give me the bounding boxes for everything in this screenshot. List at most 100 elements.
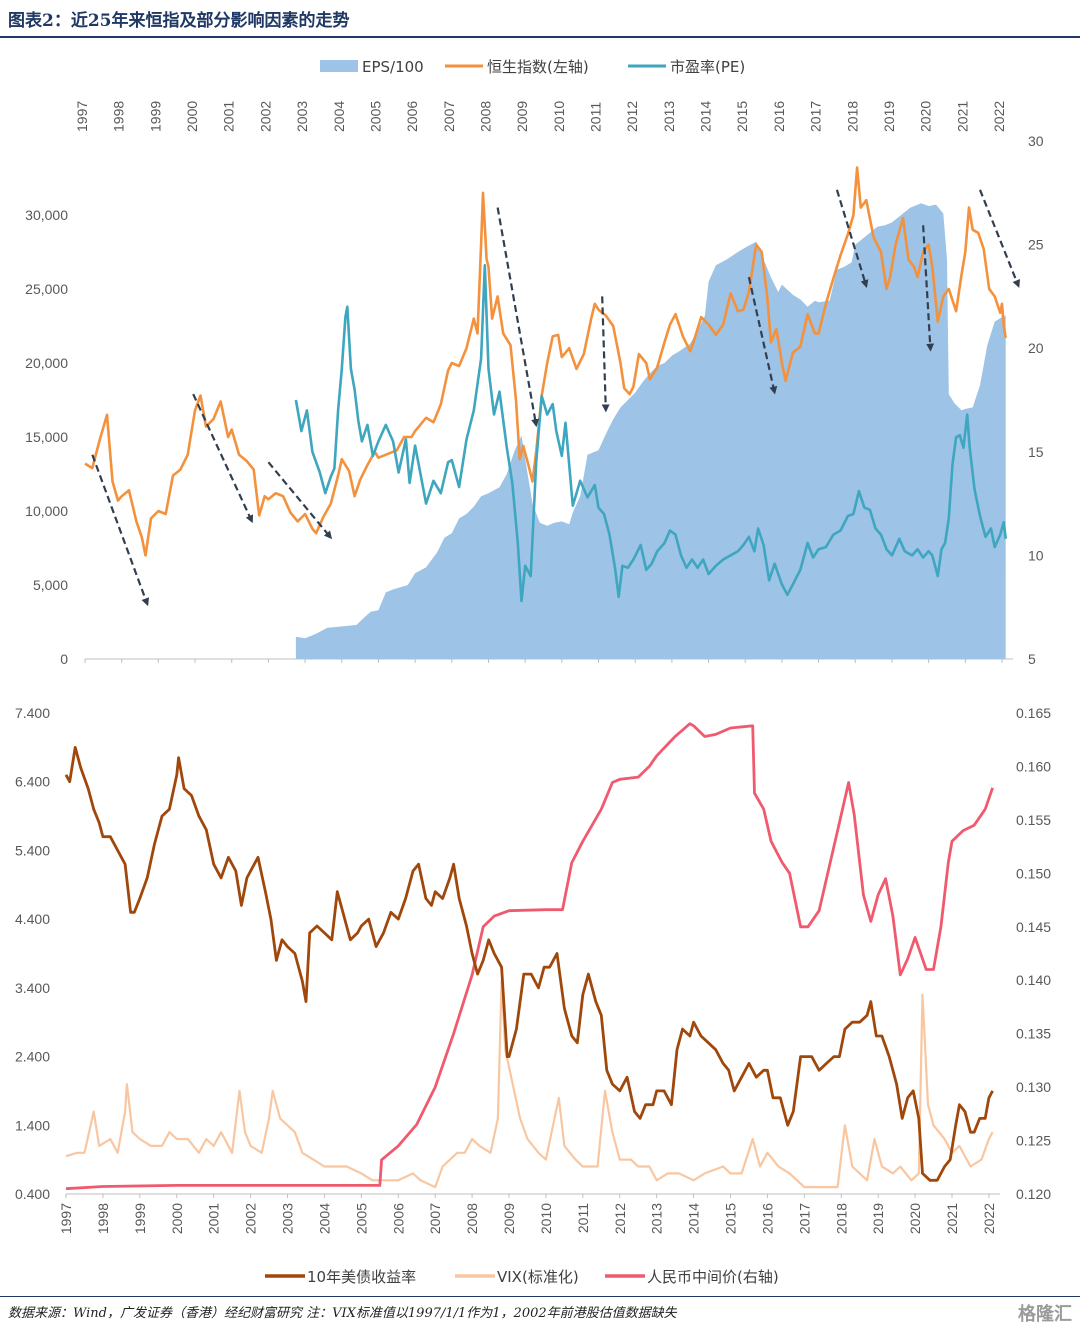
y-tick-label-left: 1.400 xyxy=(15,1117,50,1133)
y-tick-label-left: 30,000 xyxy=(25,207,68,223)
x-ticks-top: 1997 1998 1999 2000 2001 2002 2003 2004 2005 2006… xyxy=(74,101,1007,132)
x-tick-label: 1998 xyxy=(95,1203,111,1234)
x-tick-label: 2002 xyxy=(257,101,273,132)
legend-bottom: 10年美债收益率 VIX(标准化) 人民币中间价(右轴) xyxy=(265,1268,779,1286)
x-tick-label: 2019 xyxy=(870,1203,886,1234)
x-tick-label: 2004 xyxy=(316,1203,332,1234)
y-tick-label-right: 0.120 xyxy=(1016,1186,1051,1202)
y-tick-label-right: 0.150 xyxy=(1016,865,1051,881)
y-tick-label-right: 0.155 xyxy=(1016,812,1051,828)
trend-arrow xyxy=(601,296,610,413)
trend-arrow xyxy=(922,225,935,352)
legend-top: EPS/100 恒生指数(左轴) 市盈率(PE) xyxy=(320,58,745,76)
y-tick-label-right: 0.165 xyxy=(1016,705,1051,721)
x-tick-label: 2021 xyxy=(944,1203,960,1234)
x-tick-label: 2021 xyxy=(954,101,970,132)
y-tick-label-right: 0.140 xyxy=(1016,972,1051,988)
x-tick-label: 2011 xyxy=(588,102,604,132)
y-tick-label-left: 6.400 xyxy=(15,774,50,790)
x-tick-label: 2016 xyxy=(759,1203,775,1234)
y-tick-label-left: 20,000 xyxy=(25,355,68,371)
y-tick-label-right: 25 xyxy=(1028,237,1044,253)
y-tick-label-right: 15 xyxy=(1028,444,1044,460)
y-tick-label-left: 5,000 xyxy=(33,577,68,593)
y-tick-label-right: 30 xyxy=(1028,133,1044,149)
legend-label: VIX(标准化) xyxy=(497,1268,579,1286)
x-tick-label: 2010 xyxy=(551,101,567,132)
x-tick-label: 2016 xyxy=(771,101,787,132)
y-tick-label-left: 4.400 xyxy=(15,911,50,927)
legend-label: 10年美债收益率 xyxy=(307,1268,416,1286)
x-tick-label: 2005 xyxy=(367,101,383,132)
x-tick-label: 1998 xyxy=(111,101,127,132)
footer-rule xyxy=(0,1296,1080,1297)
legend-label: 人民币中间价(右轴) xyxy=(647,1268,779,1286)
x-ticks-bottom: 1997 1998 1999 2000 2001 2002 2003 2004 2005 2006… xyxy=(58,1203,997,1234)
x-tick-label: 2002 xyxy=(243,1203,259,1234)
y-tick-label-left: 25,000 xyxy=(25,281,68,297)
y-tick-label-left: 3.400 xyxy=(15,980,50,996)
y-ticks-left-top: 0 5,000 10,000 15,000 20,000 25,000 30,000 xyxy=(25,207,68,667)
title-rule xyxy=(0,36,1080,38)
trend-arrow xyxy=(91,454,150,607)
y-tick-label-right: 10 xyxy=(1028,547,1044,563)
x-tick-label: 2014 xyxy=(698,101,714,132)
legend-swatch-eps xyxy=(320,60,358,72)
x-tick-label: 2014 xyxy=(686,1203,702,1234)
series-vix-line xyxy=(65,979,994,1189)
plot-area-bottom xyxy=(64,722,1000,1198)
x-tick-label: 1997 xyxy=(58,1203,74,1234)
series-hsi-line xyxy=(84,166,1007,557)
y-tick-label-left: 2.400 xyxy=(15,1049,50,1065)
y-ticks-right-bottom: 0.120 0.125 0.130 0.135 0.140 0.145 0.150 0.155… xyxy=(1016,705,1051,1202)
x-tick-label: 2022 xyxy=(991,101,1007,132)
x-tick-label: 2015 xyxy=(723,1203,739,1234)
series-2-line xyxy=(65,722,994,1191)
x-tick-label: 1999 xyxy=(132,1203,148,1234)
x-tick-label: 1997 xyxy=(74,101,90,132)
x-tick-label: 2020 xyxy=(907,1203,923,1234)
trend-arrows xyxy=(91,189,1020,607)
trend-arrow xyxy=(978,189,1020,288)
y-tick-label-right: 20 xyxy=(1028,340,1044,356)
figure-title: 图表2：近25年来恒指及部分影响因素的走势 xyxy=(8,11,350,31)
y-ticks-right-top: 5 10 15 20 25 30 xyxy=(1028,133,1044,667)
y-tick-label-right: 0.130 xyxy=(1016,1079,1051,1095)
x-tick-label: 2010 xyxy=(538,1203,554,1234)
x-tick-label: 2018 xyxy=(844,101,860,132)
legend-label: 市盈率(PE) xyxy=(670,58,745,76)
y-tick-label-right: 0.145 xyxy=(1016,919,1051,935)
source-note: 数据来源：Wind，广发证券（香港）经纪财富研究 注：VIX标准值以1997/1… xyxy=(8,1306,677,1321)
x-tick-label: 2009 xyxy=(501,1203,517,1234)
y-tick-label-right: 0.160 xyxy=(1016,758,1051,774)
y-tick-label-right: 0.135 xyxy=(1016,1026,1051,1042)
series-pe-line xyxy=(294,264,1007,603)
x-tick-label: 2001 xyxy=(206,1203,222,1234)
y-tick-label-left: 0 xyxy=(60,651,68,667)
x-tick-label: 2017 xyxy=(796,1203,812,1234)
x-tick-label: 2004 xyxy=(331,101,347,132)
plot-area-top xyxy=(84,166,1013,663)
y-tick-label-left: 7.400 xyxy=(15,705,50,721)
legend-label: EPS/100 xyxy=(362,58,424,76)
x-tick-label: 2012 xyxy=(612,1203,628,1234)
x-tick-label: 2008 xyxy=(477,101,493,132)
series-10-line xyxy=(64,746,994,1182)
trend-arrow xyxy=(747,276,778,395)
chart-hsi-eps-pe: EPS/100 恒生指数(左轴) 市盈率(PE) 1997 1998 1999 2000 2… xyxy=(25,58,1044,667)
x-tick-label: 2013 xyxy=(661,101,677,132)
x-tick-label: 2007 xyxy=(427,1203,443,1234)
x-tick-label: 2006 xyxy=(404,101,420,132)
x-tick-label: 2003 xyxy=(280,1203,296,1234)
trend-arrow xyxy=(192,393,254,524)
trend-arrow xyxy=(267,461,333,540)
trend-arrow xyxy=(835,189,869,288)
x-tick-label: 2018 xyxy=(833,1203,849,1234)
y-tick-label-left: 0.400 xyxy=(15,1186,50,1202)
x-tick-label: 2011 xyxy=(575,1203,591,1233)
chart-yield-vix-rmb: 0.400 1.400 2.400 3.400 4.400 5.400 6.400 7.400… xyxy=(15,705,1051,1286)
x-tick-label: 2019 xyxy=(881,101,897,132)
trend-arrow xyxy=(496,207,540,428)
watermark-logo: 格隆汇 xyxy=(1018,1304,1072,1325)
y-tick-label-right: 5 xyxy=(1028,651,1036,667)
